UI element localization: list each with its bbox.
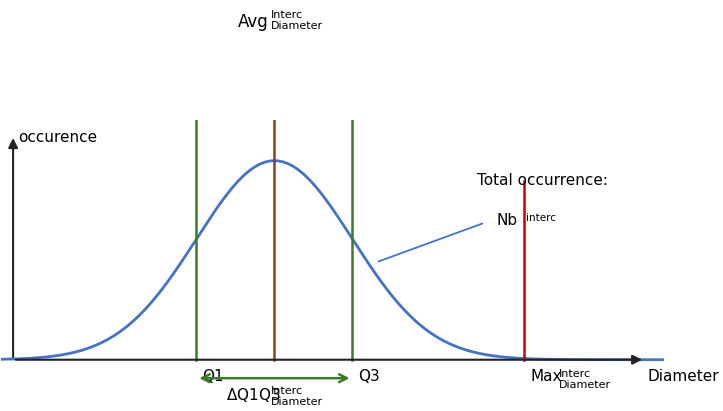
Text: $\Delta$Q1Q3: $\Delta$Q1Q3 xyxy=(226,386,281,404)
Text: Q3: Q3 xyxy=(358,369,380,384)
Text: Diameter: Diameter xyxy=(647,369,719,384)
Text: Nb: Nb xyxy=(497,212,518,228)
Text: Interc
Diameter: Interc Diameter xyxy=(271,386,323,407)
Text: Interc
Diameter: Interc Diameter xyxy=(558,369,610,390)
Text: interc: interc xyxy=(526,212,556,222)
Text: Total occurrence:: Total occurrence: xyxy=(477,173,608,187)
Text: Interc
Diameter: Interc Diameter xyxy=(271,10,323,31)
Text: Avg: Avg xyxy=(237,13,268,31)
Text: Q1: Q1 xyxy=(202,369,223,384)
Text: occurence: occurence xyxy=(19,130,98,145)
Text: Max: Max xyxy=(530,369,562,384)
